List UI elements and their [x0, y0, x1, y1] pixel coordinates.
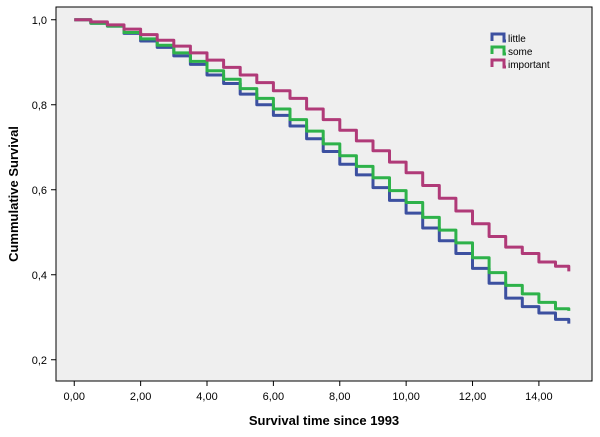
- y-axis: 0,2 0,4 0,6 0,8 1,0: [32, 15, 56, 367]
- legend-label-little: little: [508, 34, 526, 45]
- y-tick-label: 0,6: [32, 185, 47, 197]
- series-line-some: [74, 18, 571, 311]
- plot-area: [55, 6, 593, 382]
- y-tick-label: 0,4: [32, 270, 47, 282]
- legend-swatch-important: [490, 58, 506, 69]
- x-axis: 0,00 2,00 4,00 6,00 8,00 10,00 12,00 14,00: [64, 381, 553, 403]
- x-tick-label: 14,00: [525, 391, 553, 403]
- x-axis-title: Survival time since 1993: [249, 413, 399, 428]
- x-tick-label: 4,00: [196, 391, 217, 403]
- y-tick-label: 0,8: [32, 100, 47, 112]
- series-line-important: [74, 18, 571, 272]
- x-tick-label: 10,00: [392, 391, 420, 403]
- series-lines: [74, 18, 571, 324]
- x-tick-label: 0,00: [64, 391, 85, 403]
- x-tick-label: 8,00: [329, 391, 350, 403]
- y-axis-title: Cummulative Survival: [6, 126, 21, 262]
- legend: little some important: [490, 32, 550, 71]
- series-line-little: [74, 18, 571, 324]
- x-tick-label: 12,00: [459, 391, 487, 403]
- legend-label-some: some: [508, 47, 533, 58]
- y-tick-label: 0,2: [32, 355, 47, 367]
- y-tick-label: 1,0: [32, 15, 47, 27]
- legend-swatch-some: [490, 45, 506, 56]
- x-tick-label: 6,00: [263, 391, 284, 403]
- x-tick-label: 2,00: [130, 391, 151, 403]
- legend-label-important: important: [508, 60, 550, 71]
- legend-swatch-little: [490, 32, 506, 43]
